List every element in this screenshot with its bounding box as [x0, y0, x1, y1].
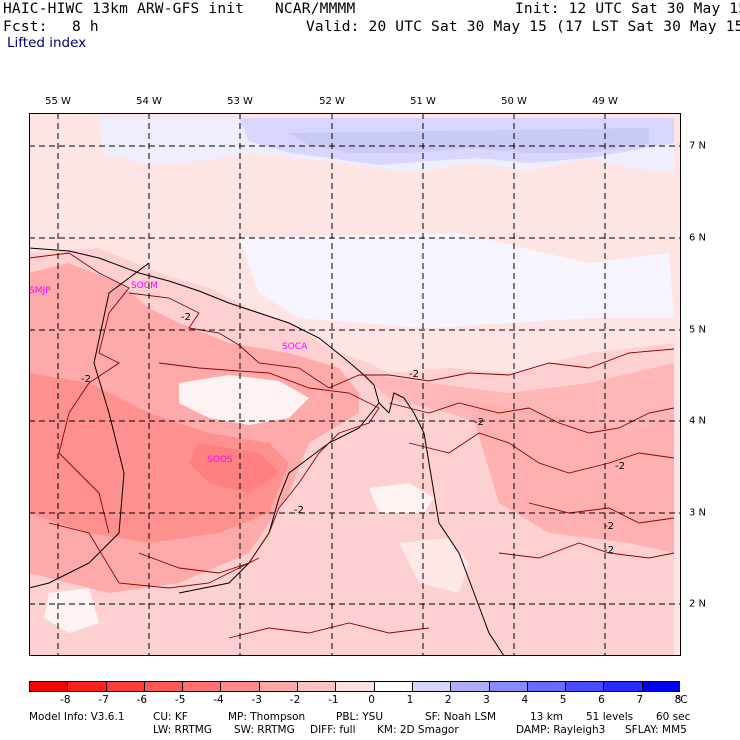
grid-spacing: 13 km	[530, 711, 564, 723]
surface-layer-scheme: SFLAY: MM5	[625, 724, 687, 736]
vertical-levels: 51 levels	[586, 711, 634, 723]
colorbar-label: 4	[521, 694, 529, 706]
colorbar-label: 1	[406, 694, 414, 706]
lon-label: 55 W	[45, 96, 71, 107]
lat-lon-grid	[29, 113, 681, 656]
lat-label: 6 N	[689, 232, 707, 244]
colorbar-unit: °C	[675, 694, 688, 706]
colorbar-label: 3	[483, 694, 490, 706]
shortwave-scheme: SW: RRTMG	[234, 724, 295, 736]
colorbar-label: 6	[598, 694, 605, 706]
station-label: SOCA	[282, 342, 308, 352]
colorbar-label: 0	[368, 694, 375, 706]
colorbar-swatch	[105, 681, 145, 692]
colorbar-swatch	[335, 681, 375, 692]
forecast-hours: 8 h	[72, 19, 99, 35]
contours	[29, 252, 675, 639]
lon-label: 54 W	[136, 96, 162, 107]
contour-label: -2	[81, 374, 91, 385]
colorbar-label: -8	[60, 694, 71, 706]
colorbar-swatch	[488, 681, 528, 692]
valid-time: Valid: 20 UTC Sat 30 May 15 (17 LST Sat …	[306, 19, 740, 35]
model-title: HAIC-HIWC 13km ARW-GFS init	[3, 1, 245, 17]
colorbar-label: -2	[289, 694, 301, 706]
init-time: Init: 12 UTC Sat 30 May 15	[515, 1, 740, 17]
colorbar-swatch	[526, 681, 566, 692]
colorbar-swatch	[297, 681, 336, 692]
variable-name: Lifted index	[7, 35, 87, 51]
colorbar-label: -1	[328, 694, 339, 706]
lon-label: 53 W	[227, 96, 253, 107]
lifted-index-map: SMJP SOCM SOCA SOOS -2 -2 -2 -2 -2 -2 -2…	[29, 113, 681, 656]
contour-label: -2	[604, 521, 614, 532]
colorbar-label: -7	[98, 694, 109, 706]
colorbar-swatch	[565, 681, 604, 692]
colorbar-label: -4	[213, 694, 224, 706]
longwave-scheme: LW: RRTMG	[153, 724, 212, 736]
lon-label: 50 W	[501, 96, 527, 107]
diffusion-option: DIFF: full	[310, 724, 356, 736]
contour-label: -2	[294, 505, 304, 516]
contour-label: -2	[615, 461, 625, 472]
colorbar-label: 8	[674, 694, 682, 706]
colorbar-label: 5	[559, 694, 567, 706]
colorbar-label: -5	[174, 694, 186, 706]
colorbar-label: -6	[136, 694, 148, 706]
forecast-label: Fcst:	[3, 19, 48, 35]
colorbar-label: 2	[444, 694, 452, 706]
colorbar-swatch	[143, 681, 183, 692]
pbl-scheme: PBL: YSU	[336, 711, 384, 723]
colorbar-swatch	[373, 681, 413, 692]
station-label: SMJP	[29, 286, 51, 296]
lat-label: 7 N	[689, 140, 707, 152]
station-label: SOCM	[131, 281, 158, 291]
time-step: 60 sec	[656, 711, 691, 723]
lon-label: 52 W	[319, 96, 345, 107]
contour-label: -2	[604, 545, 614, 556]
cumulus-scheme: CU: KF	[153, 711, 188, 723]
contour-label: -2	[409, 369, 419, 380]
station-label: SOOS	[207, 455, 233, 465]
colorbar-swatch	[411, 681, 451, 692]
km-option: KM: 2D Smagor	[377, 724, 459, 736]
colorbar-label: -3	[251, 694, 262, 706]
lon-label: 51 W	[410, 96, 436, 107]
colorbar-swatch	[641, 681, 681, 692]
colorbar-label: 7	[636, 694, 644, 706]
damping-option: DAMP: Rayleigh3	[516, 724, 606, 736]
colorbar-swatch	[450, 681, 490, 692]
colorbar-swatch	[258, 681, 298, 692]
colorbar-swatch	[182, 681, 221, 692]
contour-label: -2	[474, 417, 484, 428]
colorbar-swatch	[29, 681, 68, 692]
colorbar-swatch	[603, 681, 643, 692]
filled-field	[29, 113, 681, 656]
model-info: Model Info: V3.6.1	[29, 711, 125, 723]
lat-label: 4 N	[689, 415, 707, 427]
surface-scheme: SF: Noah LSM	[425, 711, 497, 723]
contour-label: -2	[181, 312, 191, 323]
colorbar-swatch	[67, 681, 107, 692]
lon-label: 49 W	[592, 96, 618, 107]
lat-label: 2 N	[689, 598, 707, 610]
microphysics-scheme: MP: Thompson	[228, 711, 306, 723]
lat-label: 3 N	[689, 507, 707, 519]
organization-label: NCAR/MMMM	[275, 1, 356, 17]
coastline	[29, 247, 505, 656]
lat-label: 5 N	[689, 324, 707, 336]
colorbar-swatch	[220, 681, 260, 692]
